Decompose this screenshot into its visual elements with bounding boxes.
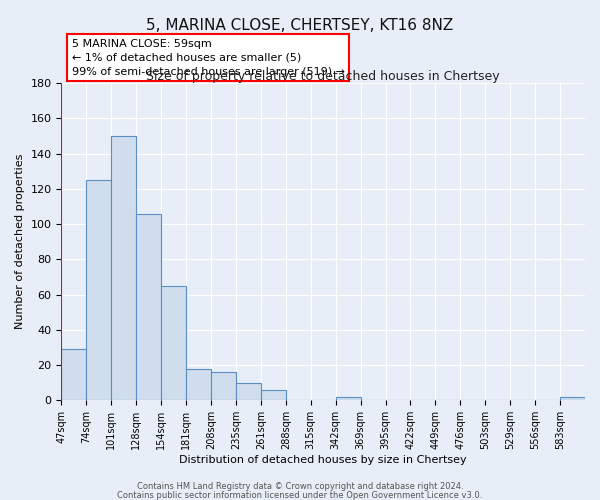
Bar: [560, 397, 585, 400]
Bar: [236, 382, 261, 400]
Bar: [161, 286, 186, 401]
Bar: [261, 390, 286, 400]
Bar: [86, 180, 111, 400]
Text: 5 MARINA CLOSE: 59sqm
← 1% of detached houses are smaller (5)
99% of semi-detach: 5 MARINA CLOSE: 59sqm ← 1% of detached h…: [72, 39, 345, 77]
Bar: [211, 372, 236, 400]
Text: Contains HM Land Registry data © Crown copyright and database right 2024.: Contains HM Land Registry data © Crown c…: [137, 482, 463, 491]
X-axis label: Distribution of detached houses by size in Chertsey: Distribution of detached houses by size …: [179, 455, 467, 465]
Bar: [335, 397, 361, 400]
Title: Size of property relative to detached houses in Chertsey: Size of property relative to detached ho…: [146, 70, 500, 83]
Bar: [111, 136, 136, 400]
Text: 5, MARINA CLOSE, CHERTSEY, KT16 8NZ: 5, MARINA CLOSE, CHERTSEY, KT16 8NZ: [146, 18, 454, 32]
Y-axis label: Number of detached properties: Number of detached properties: [15, 154, 25, 330]
Text: Contains public sector information licensed under the Open Government Licence v3: Contains public sector information licen…: [118, 490, 482, 500]
Bar: [61, 350, 86, 401]
Bar: [186, 368, 211, 400]
Bar: [136, 214, 161, 400]
